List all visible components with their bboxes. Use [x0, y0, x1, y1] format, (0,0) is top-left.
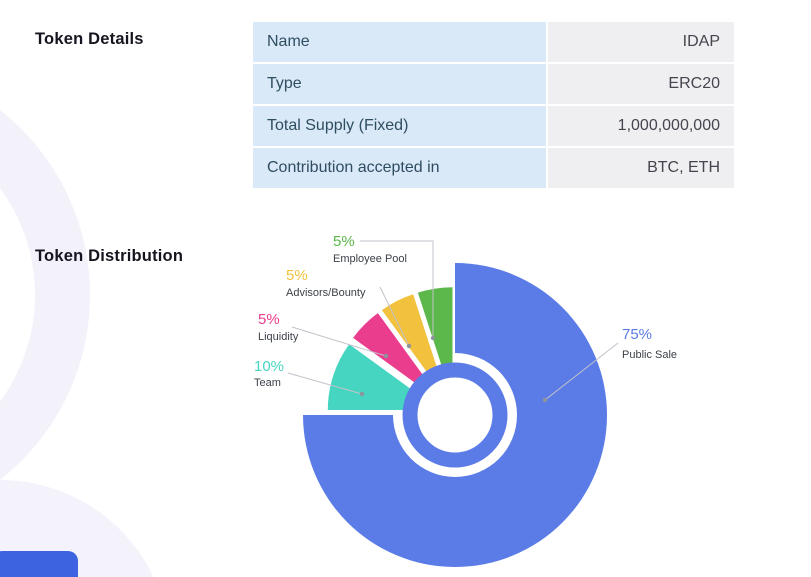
detail-label: Name [253, 22, 547, 64]
detail-value: ERC20 [546, 63, 734, 106]
leader-dot [406, 343, 412, 349]
leader-line [379, 286, 410, 347]
pie-slice-employee-pool[interactable] [417, 287, 453, 367]
details-row: Contribution accepted in BTC, ETH [253, 147, 734, 190]
donut-center-ring [402, 362, 508, 468]
details-row: Name IDAP [253, 22, 734, 64]
pie-slice-team[interactable] [327, 344, 413, 411]
slice-percent-label: 75% [622, 326, 652, 343]
slice-name-label: Advisors/Bounty [286, 287, 366, 299]
decorative-ring [0, 60, 90, 530]
leader-dot [383, 353, 389, 359]
leader-dot [542, 397, 548, 403]
slice-name-label: Public Sale [622, 349, 677, 361]
detail-label: Contribution accepted in [253, 147, 547, 190]
slice-percent-label: 5% [286, 267, 308, 284]
detail-label: Type [253, 63, 547, 106]
slice-percent-label: 10% [254, 358, 284, 375]
details-row: Total Supply (Fixed) 1,000,000,000 [253, 105, 734, 148]
pie-slice-liquidity[interactable] [353, 313, 424, 384]
leader-dot [430, 335, 436, 341]
token-distribution-title: Token Distribution [35, 247, 184, 265]
leader-line [291, 326, 387, 357]
detail-value: BTC, ETH [546, 147, 734, 190]
leader-line [544, 342, 619, 401]
slice-name-label: Employee Pool [333, 253, 407, 265]
detail-label: Total Supply (Fixed) [253, 105, 547, 148]
detail-value: IDAP [546, 22, 734, 64]
slice-name-label: Liquidity [258, 331, 299, 343]
token-distribution-chart: 75% Public Sale 10% Team 5% Liquidity 5% Adviso… [230, 195, 811, 577]
pie-slice-public-sale[interactable] [303, 263, 607, 567]
leader-dot [359, 391, 365, 397]
bottom-left-blue-shape [0, 551, 78, 577]
detail-value: 1,000,000,000 [546, 105, 734, 148]
slice-percent-label: 5% [258, 311, 280, 328]
token-details-table: Name IDAP Type ERC20 Total Supply (Fixed) 1,0… [253, 22, 734, 190]
token-details-title: Token Details [35, 30, 144, 48]
details-row: Type ERC20 [253, 63, 734, 106]
slice-percent-label: 5% [333, 233, 355, 250]
leader-line [360, 240, 434, 338]
pie-slice-advisors-bounty[interactable] [381, 294, 438, 374]
leader-line [287, 372, 363, 395]
slice-name-label: Team [254, 377, 281, 389]
pie-chart-svg: 75% Public Sale 10% Team 5% Liquidity 5% Adviso… [254, 233, 677, 567]
